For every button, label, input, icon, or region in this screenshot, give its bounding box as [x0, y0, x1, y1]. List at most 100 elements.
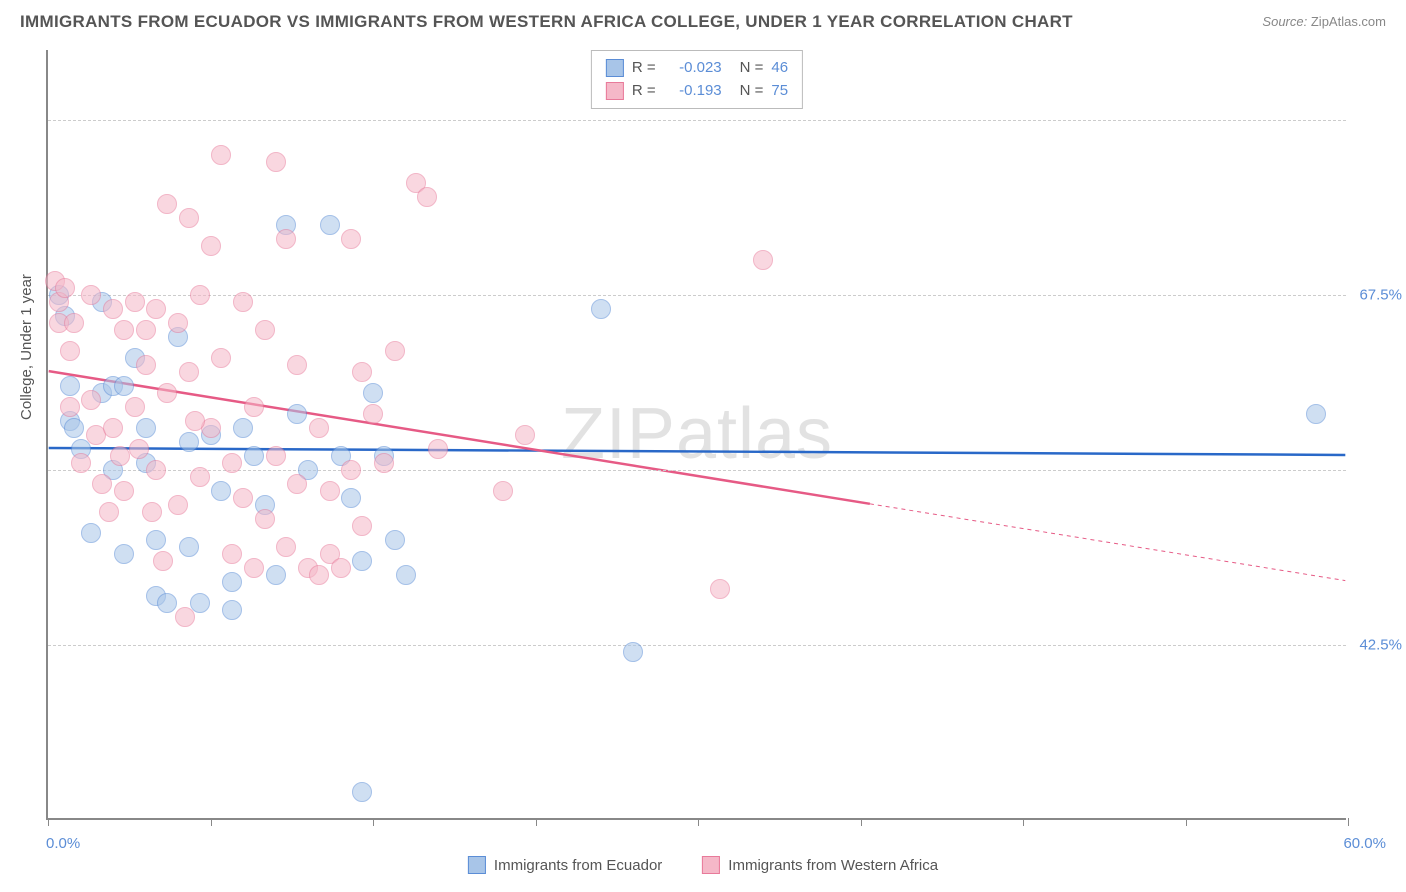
data-point [222, 600, 242, 620]
data-point [493, 481, 513, 501]
data-point [266, 152, 286, 172]
data-point [190, 285, 210, 305]
data-point [129, 439, 149, 459]
watermark: ZIPatlas [561, 393, 833, 475]
data-point [179, 537, 199, 557]
data-point [114, 481, 134, 501]
y-tick-label: 67.5% [1359, 287, 1402, 304]
r-label: R = [632, 80, 656, 103]
data-point [244, 558, 264, 578]
data-point [363, 383, 383, 403]
legend-label-westafrica: Immigrants from Western Africa [728, 857, 938, 874]
data-point [190, 593, 210, 613]
data-point [352, 782, 372, 802]
legend-swatch-westafrica-2 [702, 856, 720, 874]
correlation-chart: IMMIGRANTS FROM ECUADOR VS IMMIGRANTS FR… [0, 0, 1406, 892]
n-label: N = [740, 57, 764, 80]
n-value-ecuador: 46 [771, 57, 788, 80]
data-point [168, 313, 188, 333]
data-point [190, 467, 210, 487]
data-point [233, 418, 253, 438]
data-point [146, 299, 166, 319]
data-point [168, 495, 188, 515]
data-point [157, 194, 177, 214]
data-point [211, 145, 231, 165]
data-point [211, 348, 231, 368]
data-point [125, 397, 145, 417]
data-point [591, 299, 611, 319]
gridline [48, 470, 1346, 471]
legend-item-ecuador: Immigrants from Ecuador [468, 856, 662, 874]
data-point [103, 418, 123, 438]
x-tick [1186, 818, 1187, 826]
y-axis-title: College, Under 1 year [18, 274, 35, 420]
data-point [146, 530, 166, 550]
data-point [287, 474, 307, 494]
data-point [320, 215, 340, 235]
data-point [114, 320, 134, 340]
x-tick [536, 818, 537, 826]
data-point [233, 292, 253, 312]
y-tick-label: 42.5% [1359, 637, 1402, 654]
data-point [81, 523, 101, 543]
data-point [1306, 404, 1326, 424]
data-point [363, 404, 383, 424]
x-tick [698, 818, 699, 826]
legend-swatch-westafrica [606, 82, 624, 100]
data-point [266, 565, 286, 585]
gridline [48, 645, 1346, 646]
chart-title: IMMIGRANTS FROM ECUADOR VS IMMIGRANTS FR… [20, 12, 1073, 32]
data-point [81, 390, 101, 410]
data-point [222, 544, 242, 564]
data-point [153, 551, 173, 571]
data-point [179, 362, 199, 382]
data-point [276, 537, 296, 557]
data-point [201, 236, 221, 256]
data-point [179, 432, 199, 452]
data-point [309, 418, 329, 438]
legend-swatch-ecuador [606, 59, 624, 77]
data-point [103, 299, 123, 319]
data-point [287, 404, 307, 424]
data-point [515, 425, 535, 445]
data-point [233, 488, 253, 508]
data-point [222, 453, 242, 473]
legend-swatch-ecuador-2 [468, 856, 486, 874]
x-axis-min-label: 0.0% [46, 835, 80, 852]
r-label: R = [632, 57, 656, 80]
data-point [60, 341, 80, 361]
data-point [92, 474, 112, 494]
data-point [110, 446, 130, 466]
data-point [255, 320, 275, 340]
n-value-westafrica: 75 [771, 80, 788, 103]
data-point [64, 313, 84, 333]
data-point [341, 229, 361, 249]
data-point [385, 341, 405, 361]
data-point [309, 565, 329, 585]
data-point [55, 278, 75, 298]
data-point [185, 411, 205, 431]
data-point [352, 516, 372, 536]
series-legend: Immigrants from Ecuador Immigrants from … [468, 856, 938, 874]
data-point [244, 446, 264, 466]
x-tick [373, 818, 374, 826]
data-point [623, 642, 643, 662]
data-point [125, 292, 145, 312]
data-point [211, 481, 231, 501]
data-point [114, 544, 134, 564]
data-point [396, 565, 416, 585]
data-point [276, 229, 296, 249]
data-point [287, 355, 307, 375]
data-point [331, 558, 351, 578]
data-point [60, 376, 80, 396]
gridline [48, 120, 1346, 121]
legend-label-ecuador: Immigrants from Ecuador [494, 857, 662, 874]
x-tick [1348, 818, 1349, 826]
data-point [320, 481, 340, 501]
data-point [417, 187, 437, 207]
data-point [157, 383, 177, 403]
data-point [136, 355, 156, 375]
plot-area: ZIPatlas R = -0.023 N = 46 R = -0.193 N … [46, 50, 1346, 820]
legend-item-westafrica: Immigrants from Western Africa [702, 856, 938, 874]
data-point [175, 607, 195, 627]
